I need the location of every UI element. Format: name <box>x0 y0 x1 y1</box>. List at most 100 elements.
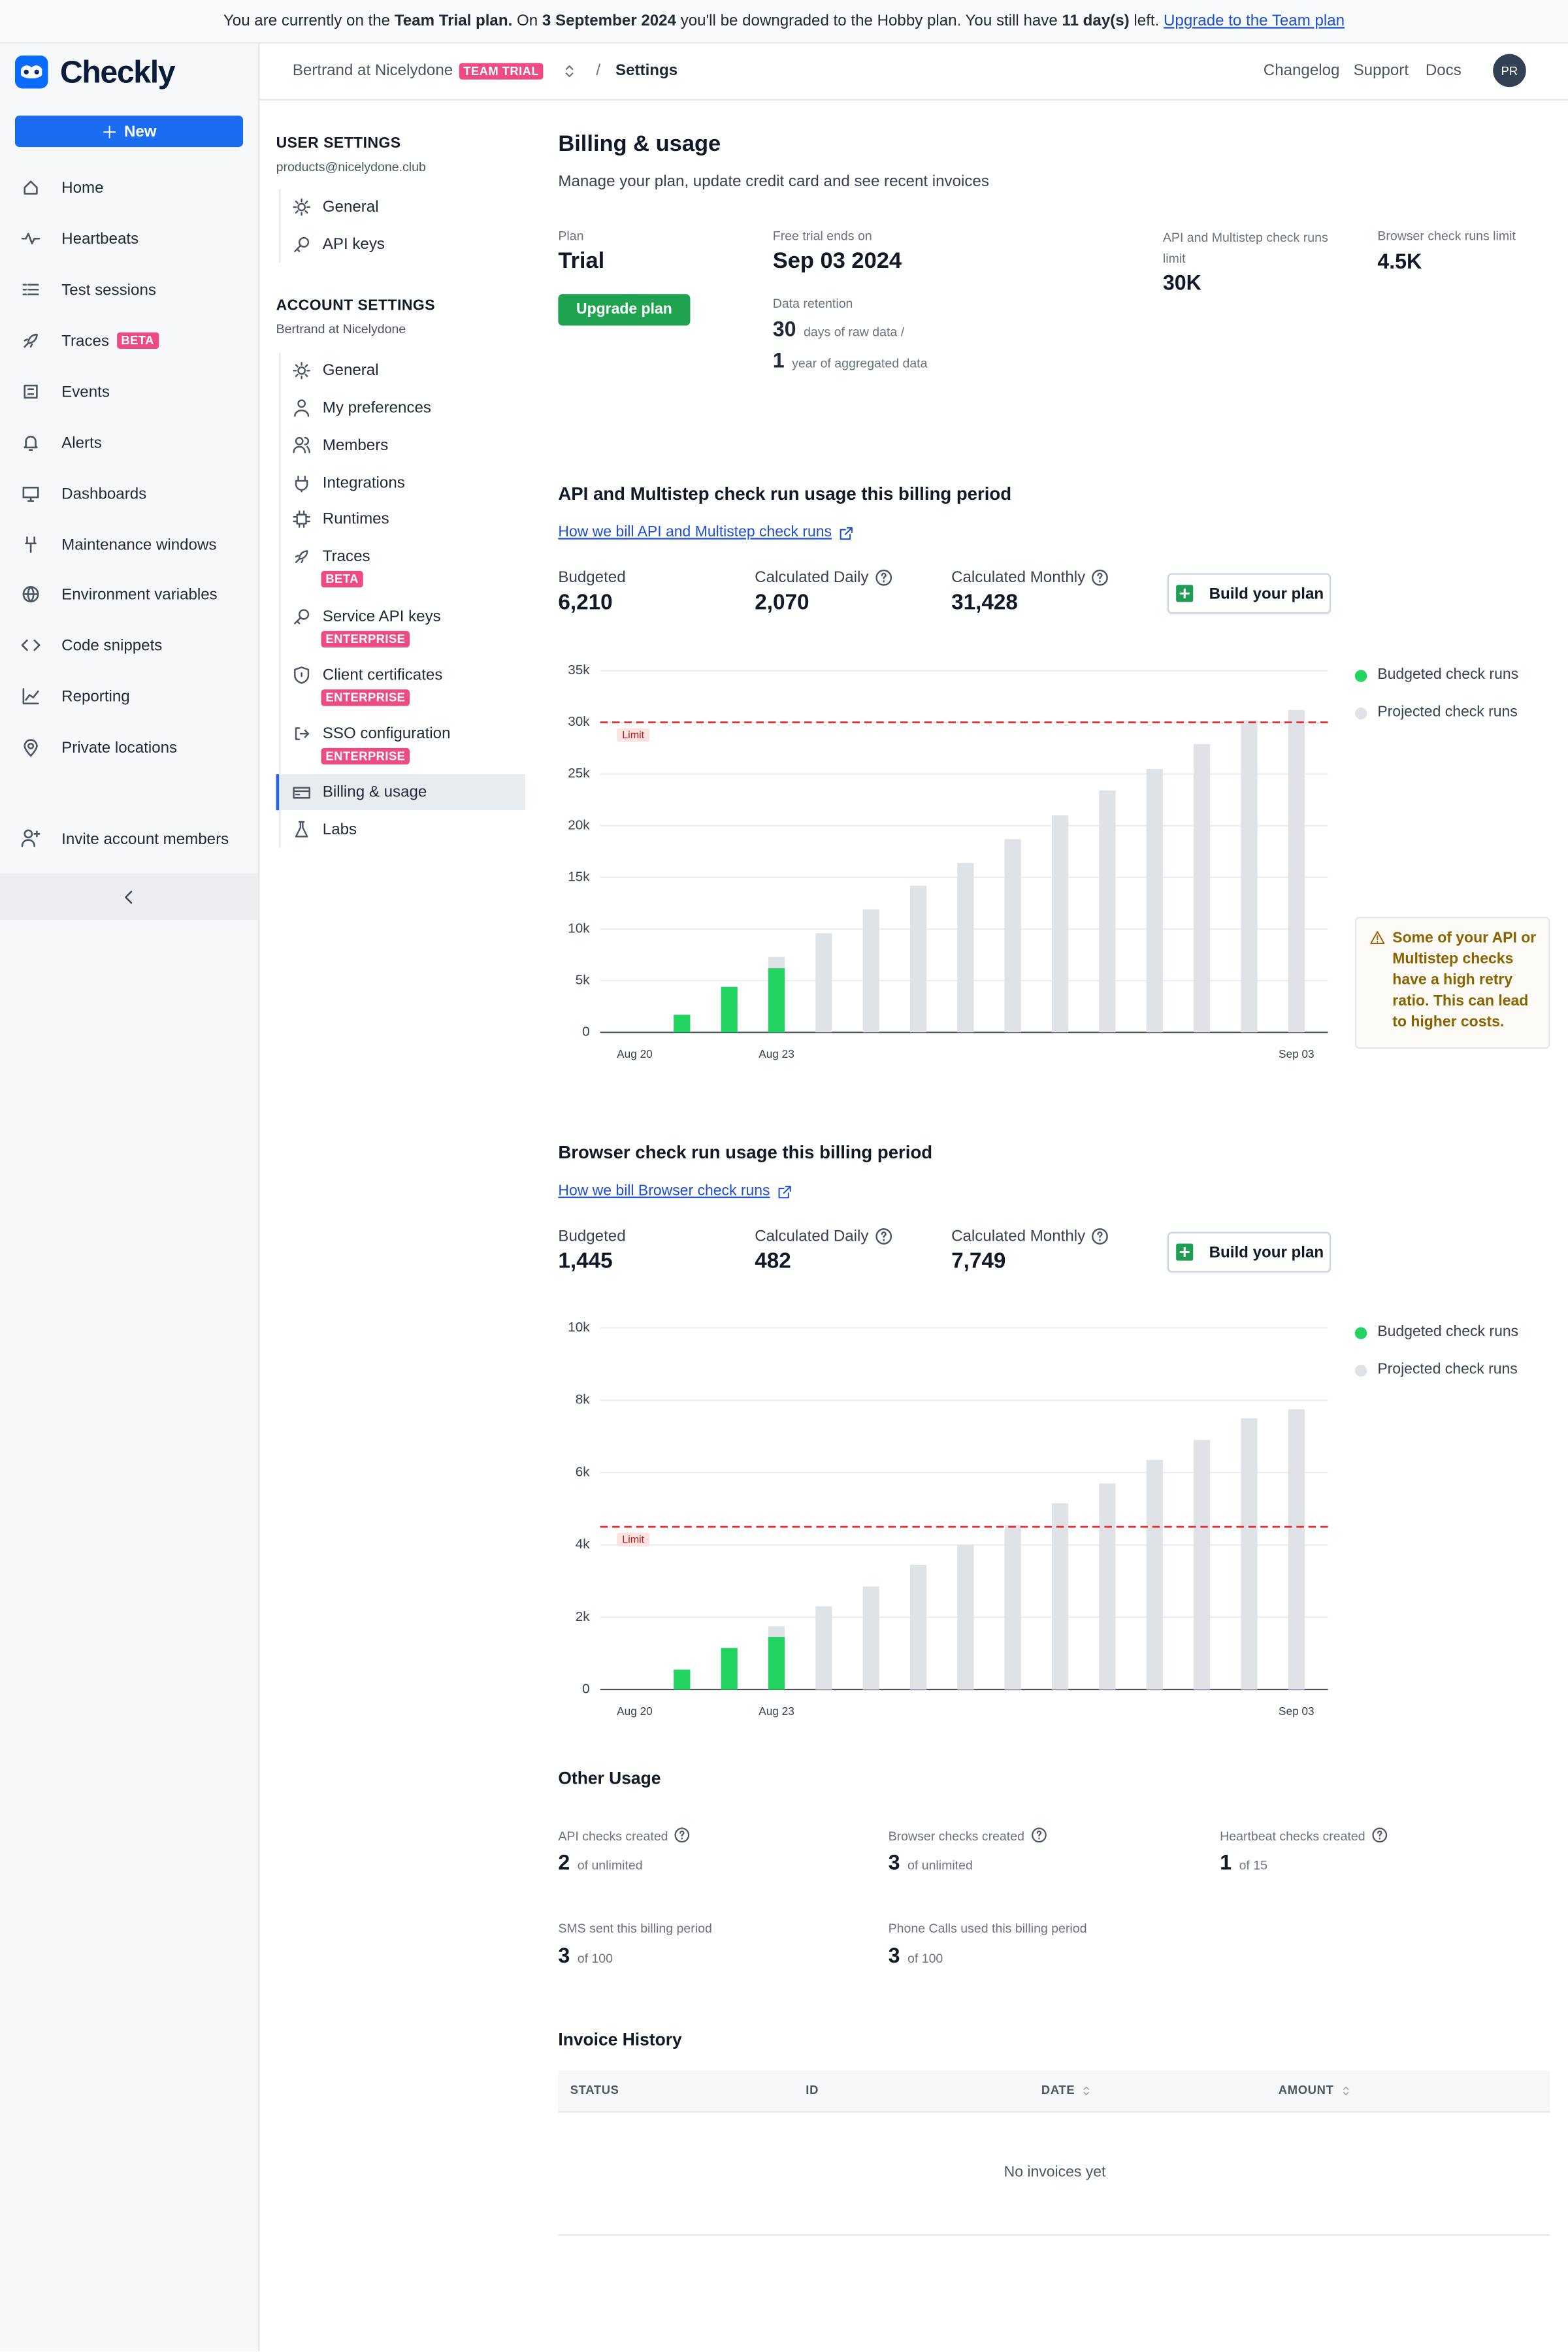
x-tick-label: Aug 20 <box>617 1705 653 1718</box>
settings-item[interactable]: Labs <box>293 821 357 839</box>
settings-item[interactable]: Service API keys <box>293 608 441 626</box>
stat-value: 7,749 <box>951 1250 1006 1274</box>
usage-number: 1 <box>1220 1850 1232 1874</box>
y-tick-label: 2k <box>576 1609 590 1624</box>
icon-path <box>295 821 308 838</box>
icon <box>293 362 310 380</box>
account-name[interactable]: Bertrand at Nicelydone <box>292 61 453 80</box>
retention-agg: 1 year of aggregated data <box>773 348 928 372</box>
build-plan-label: Build your plan <box>1209 584 1324 603</box>
api-limit-value: 30K <box>1162 270 1201 295</box>
column-header-text: ID <box>806 2083 819 2097</box>
billing-doc-link[interactable]: How we bill Browser check runs <box>558 1183 792 1200</box>
nav-item[interactable]: Reporting <box>21 687 130 706</box>
breadcrumb: Bertrand at Nicelydone TEAM TRIAL / Setting… <box>293 61 678 80</box>
bar <box>1051 1503 1069 1690</box>
avatar[interactable]: PR <box>1493 54 1526 88</box>
sidebar <box>0 43 260 2351</box>
bar <box>1241 1418 1258 1690</box>
settings-group-subtitle: Bertrand at Nicelydone <box>276 321 406 336</box>
settings-item[interactable]: Integrations <box>293 474 405 493</box>
settings-item[interactable]: Billing & usage <box>293 783 427 801</box>
column-header[interactable]: AMOUNT <box>1279 2083 1352 2097</box>
api-limit-label: API and Multistep check runs limit <box>1162 229 1328 266</box>
icon <box>875 1228 892 1245</box>
icon <box>840 526 853 539</box>
usage-label: Browser checks created <box>889 1827 1047 1843</box>
nav-item[interactable]: Dashboards <box>21 484 146 504</box>
stat-label: Calculated Monthly <box>951 1227 1109 1246</box>
active-item-bg <box>276 774 525 811</box>
icon-path <box>675 1827 690 1843</box>
stat-label-text: Calculated Monthly <box>951 1227 1086 1246</box>
bar <box>768 968 785 1033</box>
logo-eye <box>34 69 39 74</box>
retention-days: 30 <box>772 316 796 341</box>
settings-item[interactable]: General <box>293 198 379 216</box>
usage-label: API checks created <box>558 1827 691 1843</box>
stat-label: Budgeted <box>558 568 625 587</box>
icon-path <box>22 585 39 602</box>
settings-item[interactable]: Traces <box>293 547 370 566</box>
upgrade-link[interactable]: Upgrade to the Team plan <box>1164 12 1345 30</box>
nav-label: Dashboards <box>61 484 147 503</box>
legend-label: Budgeted check runs <box>1377 666 1519 684</box>
icon-path <box>24 739 38 757</box>
bar <box>1193 1440 1211 1690</box>
settings-item[interactable]: Runtimes <box>293 510 389 528</box>
icon <box>295 727 310 740</box>
banner-text: Team Trial plan. <box>394 12 513 30</box>
icon-path <box>22 688 39 705</box>
settings-item[interactable]: Client certificates <box>293 666 442 684</box>
y-tick-label: 0 <box>582 1024 590 1039</box>
icon <box>22 486 39 502</box>
legend-item: Budgeted check runs <box>1354 666 1519 684</box>
settings-item[interactable]: Members <box>293 436 388 455</box>
icon-path <box>1179 1247 1190 1258</box>
nav-item[interactable]: Heartbeats <box>21 229 139 248</box>
invite-members[interactable]: Invite account members <box>21 829 229 849</box>
nav-item[interactable]: Code snippets <box>21 636 162 655</box>
top-link[interactable]: Support <box>1353 61 1409 80</box>
collapse-sidebar[interactable] <box>0 873 259 920</box>
settings-label: General <box>322 198 379 216</box>
nav-item[interactable]: Alerts <box>21 433 102 453</box>
top-link[interactable]: Changelog <box>1263 61 1340 80</box>
stat-label-text: Budgeted <box>558 1227 626 1246</box>
nav-item[interactable]: Test sessions <box>21 280 156 299</box>
billing-doc-link[interactable]: How we bill API and Multistep check runs <box>558 525 854 541</box>
icon <box>675 1827 690 1843</box>
new-button[interactable]: New <box>14 115 244 148</box>
banner-text: You are currently on the <box>223 12 395 30</box>
bar <box>721 1648 738 1690</box>
icon <box>103 125 116 138</box>
icon-path <box>25 536 37 553</box>
limit-label: Limit <box>622 729 644 741</box>
sheet-icon <box>1175 1243 1193 1261</box>
icon <box>25 536 37 553</box>
build-plan-button[interactable]: Build your plan <box>1167 573 1331 614</box>
build-plan-button[interactable]: Build your plan <box>1167 1232 1331 1273</box>
icon-path <box>840 526 853 539</box>
settings-item[interactable]: General <box>293 361 379 380</box>
banner-text: On <box>512 12 542 30</box>
settings-item[interactable]: SSO configuration <box>293 725 450 743</box>
column-header[interactable]: DATE <box>1041 2083 1093 2097</box>
settings-item[interactable]: My preferences <box>293 399 431 417</box>
icon-path <box>1092 569 1109 586</box>
nav-item[interactable]: Home <box>21 178 104 197</box>
settings-item[interactable]: API keys <box>293 236 385 253</box>
icon-path <box>21 233 41 244</box>
nav-item[interactable]: Private locations <box>21 738 177 757</box>
usage-label-text: Heartbeat checks created <box>1220 1827 1365 1843</box>
nav-item[interactable]: Events <box>21 382 110 401</box>
top-link[interactable]: Docs <box>1425 61 1462 80</box>
nav-item[interactable]: Environment variables <box>21 585 218 604</box>
nav-item[interactable]: Maintenance windows <box>21 535 216 555</box>
upgrade-button[interactable]: Upgrade plan <box>558 294 691 326</box>
icon-path <box>22 486 39 502</box>
nav-item[interactable]: Traces BETA <box>21 331 159 350</box>
empty-state: No invoices yet <box>1004 2164 1106 2181</box>
column-header: ID <box>806 2083 819 2097</box>
icon <box>566 64 574 76</box>
